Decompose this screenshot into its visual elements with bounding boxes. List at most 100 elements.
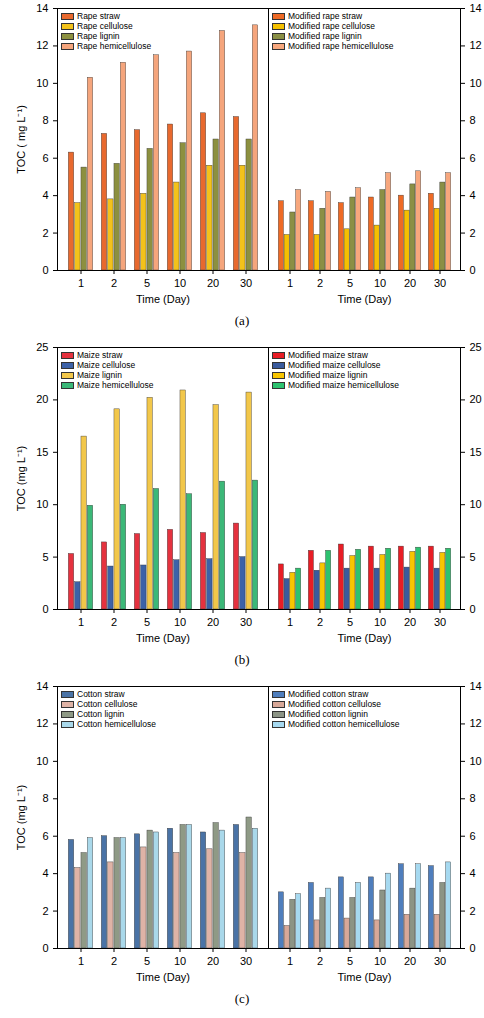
svg-text:5: 5	[42, 551, 48, 563]
svg-text:Time (Day): Time (Day)	[338, 971, 392, 983]
svg-text:1: 1	[287, 955, 293, 967]
svg-text:0: 0	[470, 264, 476, 276]
html-text:Rape lignin: Rape lignin	[77, 31, 120, 41]
svg-text:25: 25	[36, 341, 48, 353]
svg-text:2: 2	[317, 616, 323, 628]
html-text:(c): (c)	[234, 991, 250, 1006]
svg-text:2: 2	[42, 905, 48, 917]
svg-text:12: 12	[470, 39, 482, 51]
svg-text:4: 4	[42, 189, 48, 201]
svg-text:TOC (mg L⁻¹): TOC (mg L⁻¹)	[15, 446, 27, 512]
svg-text:2: 2	[111, 955, 117, 967]
svg-text:0: 0	[42, 603, 48, 615]
svg-text:10: 10	[470, 77, 482, 89]
svg-text:Time (Day): Time (Day)	[136, 293, 190, 305]
svg-text:5: 5	[347, 955, 353, 967]
svg-text:14: 14	[36, 2, 48, 14]
html-text:(a): (a)	[234, 313, 250, 328]
svg-text:20: 20	[404, 955, 416, 967]
svg-text:20: 20	[36, 393, 48, 405]
svg-text:10: 10	[174, 955, 186, 967]
svg-text:20: 20	[207, 616, 219, 628]
html-text:Rape straw: Rape straw	[77, 11, 120, 21]
svg-text:Time (Day): Time (Day)	[338, 293, 392, 305]
svg-text:12: 12	[36, 39, 48, 51]
svg-text:30: 30	[434, 616, 446, 628]
svg-text:5: 5	[144, 616, 150, 628]
svg-text:10: 10	[470, 498, 482, 510]
svg-text:2: 2	[111, 616, 117, 628]
svg-text:6: 6	[42, 152, 48, 164]
svg-text:14: 14	[470, 680, 482, 692]
svg-text:TOC ( mg L⁻¹): TOC ( mg L⁻¹)	[15, 105, 27, 174]
svg-text:12: 12	[470, 717, 482, 729]
svg-text:30: 30	[240, 277, 252, 289]
html-text:(b): (b)	[234, 652, 250, 667]
html-text:Rape cellulose: Rape cellulose	[77, 21, 133, 31]
svg-text:0: 0	[42, 942, 48, 954]
svg-text:1: 1	[287, 616, 293, 628]
svg-text:4: 4	[470, 189, 476, 201]
svg-text:14: 14	[470, 2, 482, 14]
svg-text:15: 15	[36, 446, 48, 458]
svg-text:20: 20	[470, 393, 482, 405]
svg-text:0: 0	[470, 942, 476, 954]
svg-text:1: 1	[78, 277, 84, 289]
svg-text:4: 4	[470, 867, 476, 879]
svg-text:2: 2	[470, 905, 476, 917]
svg-text:8: 8	[470, 792, 476, 804]
svg-text:5: 5	[144, 277, 150, 289]
svg-text:10: 10	[374, 616, 386, 628]
svg-text:Time (Day): Time (Day)	[136, 971, 190, 983]
svg-text:30: 30	[240, 616, 252, 628]
svg-text:25: 25	[470, 341, 482, 353]
svg-text:30: 30	[434, 955, 446, 967]
svg-text:0: 0	[470, 603, 476, 615]
svg-text:Time (Day): Time (Day)	[136, 632, 190, 644]
svg-text:Time (Day): Time (Day)	[338, 632, 392, 644]
svg-text:14: 14	[36, 680, 48, 692]
svg-text:8: 8	[42, 792, 48, 804]
svg-text:TOC (mg L⁻¹): TOC (mg L⁻¹)	[15, 785, 27, 851]
svg-text:2: 2	[111, 277, 117, 289]
html-text:Modified rape cellulose: Modified rape cellulose	[288, 21, 375, 31]
svg-text:2: 2	[470, 227, 476, 239]
svg-text:1: 1	[287, 277, 293, 289]
svg-text:0: 0	[42, 264, 48, 276]
svg-text:10: 10	[36, 498, 48, 510]
html-text:Rape hemicellulose: Rape hemicellulose	[77, 41, 152, 51]
svg-text:6: 6	[470, 830, 476, 842]
html-text:Modified rape hemicellulose: Modified rape hemicellulose	[288, 41, 394, 51]
svg-text:1: 1	[78, 616, 84, 628]
svg-text:10: 10	[174, 616, 186, 628]
svg-text:20: 20	[404, 616, 416, 628]
svg-text:10: 10	[374, 277, 386, 289]
svg-text:5: 5	[347, 277, 353, 289]
svg-text:2: 2	[317, 955, 323, 967]
svg-text:30: 30	[240, 955, 252, 967]
svg-text:15: 15	[470, 446, 482, 458]
svg-text:20: 20	[207, 277, 219, 289]
svg-text:10: 10	[174, 277, 186, 289]
svg-text:8: 8	[42, 114, 48, 126]
svg-text:12: 12	[36, 717, 48, 729]
svg-text:2: 2	[317, 277, 323, 289]
svg-text:10: 10	[470, 755, 482, 767]
svg-text:1: 1	[78, 955, 84, 967]
svg-text:5: 5	[347, 616, 353, 628]
svg-text:10: 10	[36, 77, 48, 89]
svg-text:20: 20	[207, 955, 219, 967]
svg-text:10: 10	[374, 955, 386, 967]
svg-text:5: 5	[470, 551, 476, 563]
svg-text:6: 6	[470, 152, 476, 164]
html-text:Modified rape lignin: Modified rape lignin	[288, 31, 362, 41]
svg-text:6: 6	[42, 830, 48, 842]
svg-text:5: 5	[144, 955, 150, 967]
svg-text:4: 4	[42, 867, 48, 879]
svg-text:8: 8	[470, 114, 476, 126]
svg-text:20: 20	[404, 277, 416, 289]
svg-text:30: 30	[434, 277, 446, 289]
html-text:Modified rape straw: Modified rape straw	[288, 11, 363, 21]
svg-text:2: 2	[42, 227, 48, 239]
svg-text:10: 10	[36, 755, 48, 767]
